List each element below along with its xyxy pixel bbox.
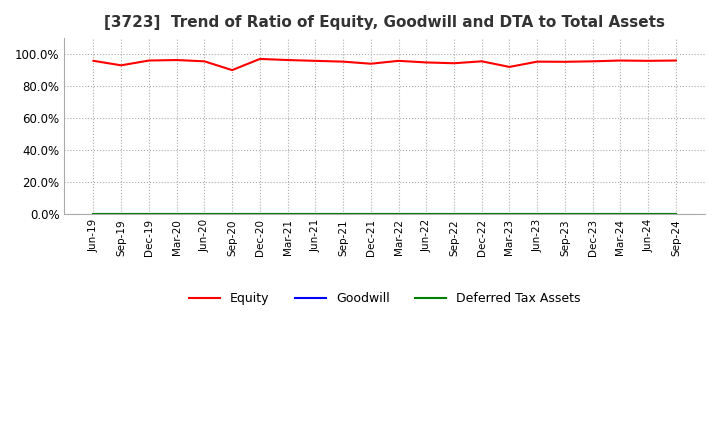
Deferred Tax Assets [311, 212, 320, 217]
Equity [644, 58, 652, 63]
Deferred Tax Assets [117, 212, 125, 217]
Equity [422, 60, 431, 65]
Deferred Tax Assets [616, 212, 625, 217]
Deferred Tax Assets [533, 212, 541, 217]
Goodwill [256, 212, 264, 217]
Deferred Tax Assets [588, 212, 597, 217]
Goodwill [172, 212, 181, 217]
Deferred Tax Assets [172, 212, 181, 217]
Equity [339, 59, 348, 64]
Goodwill [644, 212, 652, 217]
Deferred Tax Assets [477, 212, 486, 217]
Deferred Tax Assets [395, 212, 403, 217]
Equity [616, 58, 625, 63]
Equity [450, 61, 459, 66]
Goodwill [450, 212, 459, 217]
Equity [588, 59, 597, 64]
Deferred Tax Assets [644, 212, 652, 217]
Deferred Tax Assets [200, 212, 209, 217]
Deferred Tax Assets [672, 212, 680, 217]
Equity [533, 59, 541, 64]
Equity [200, 59, 209, 64]
Goodwill [588, 212, 597, 217]
Deferred Tax Assets [505, 212, 514, 217]
Goodwill [89, 212, 98, 217]
Equity [172, 57, 181, 62]
Goodwill [228, 212, 236, 217]
Deferred Tax Assets [228, 212, 236, 217]
Equity [145, 58, 153, 63]
Goodwill [311, 212, 320, 217]
Equity [672, 58, 680, 63]
Goodwill [145, 212, 153, 217]
Deferred Tax Assets [422, 212, 431, 217]
Goodwill [339, 212, 348, 217]
Equity [256, 56, 264, 62]
Line: Equity: Equity [94, 59, 676, 70]
Goodwill [533, 212, 541, 217]
Goodwill [117, 212, 125, 217]
Goodwill [283, 212, 292, 217]
Deferred Tax Assets [561, 212, 570, 217]
Legend: Equity, Goodwill, Deferred Tax Assets: Equity, Goodwill, Deferred Tax Assets [184, 287, 585, 310]
Equity [311, 58, 320, 63]
Goodwill [561, 212, 570, 217]
Equity [395, 58, 403, 63]
Goodwill [366, 212, 375, 217]
Deferred Tax Assets [145, 212, 153, 217]
Equity [228, 67, 236, 73]
Deferred Tax Assets [339, 212, 348, 217]
Goodwill [200, 212, 209, 217]
Equity [366, 61, 375, 66]
Goodwill [505, 212, 514, 217]
Goodwill [616, 212, 625, 217]
Deferred Tax Assets [450, 212, 459, 217]
Deferred Tax Assets [89, 212, 98, 217]
Deferred Tax Assets [256, 212, 264, 217]
Goodwill [672, 212, 680, 217]
Equity [117, 62, 125, 68]
Title: [3723]  Trend of Ratio of Equity, Goodwill and DTA to Total Assets: [3723] Trend of Ratio of Equity, Goodwil… [104, 15, 665, 30]
Equity [505, 64, 514, 70]
Goodwill [422, 212, 431, 217]
Goodwill [395, 212, 403, 217]
Goodwill [477, 212, 486, 217]
Deferred Tax Assets [283, 212, 292, 217]
Equity [477, 59, 486, 64]
Deferred Tax Assets [366, 212, 375, 217]
Equity [283, 57, 292, 62]
Equity [89, 58, 98, 63]
Equity [561, 59, 570, 64]
